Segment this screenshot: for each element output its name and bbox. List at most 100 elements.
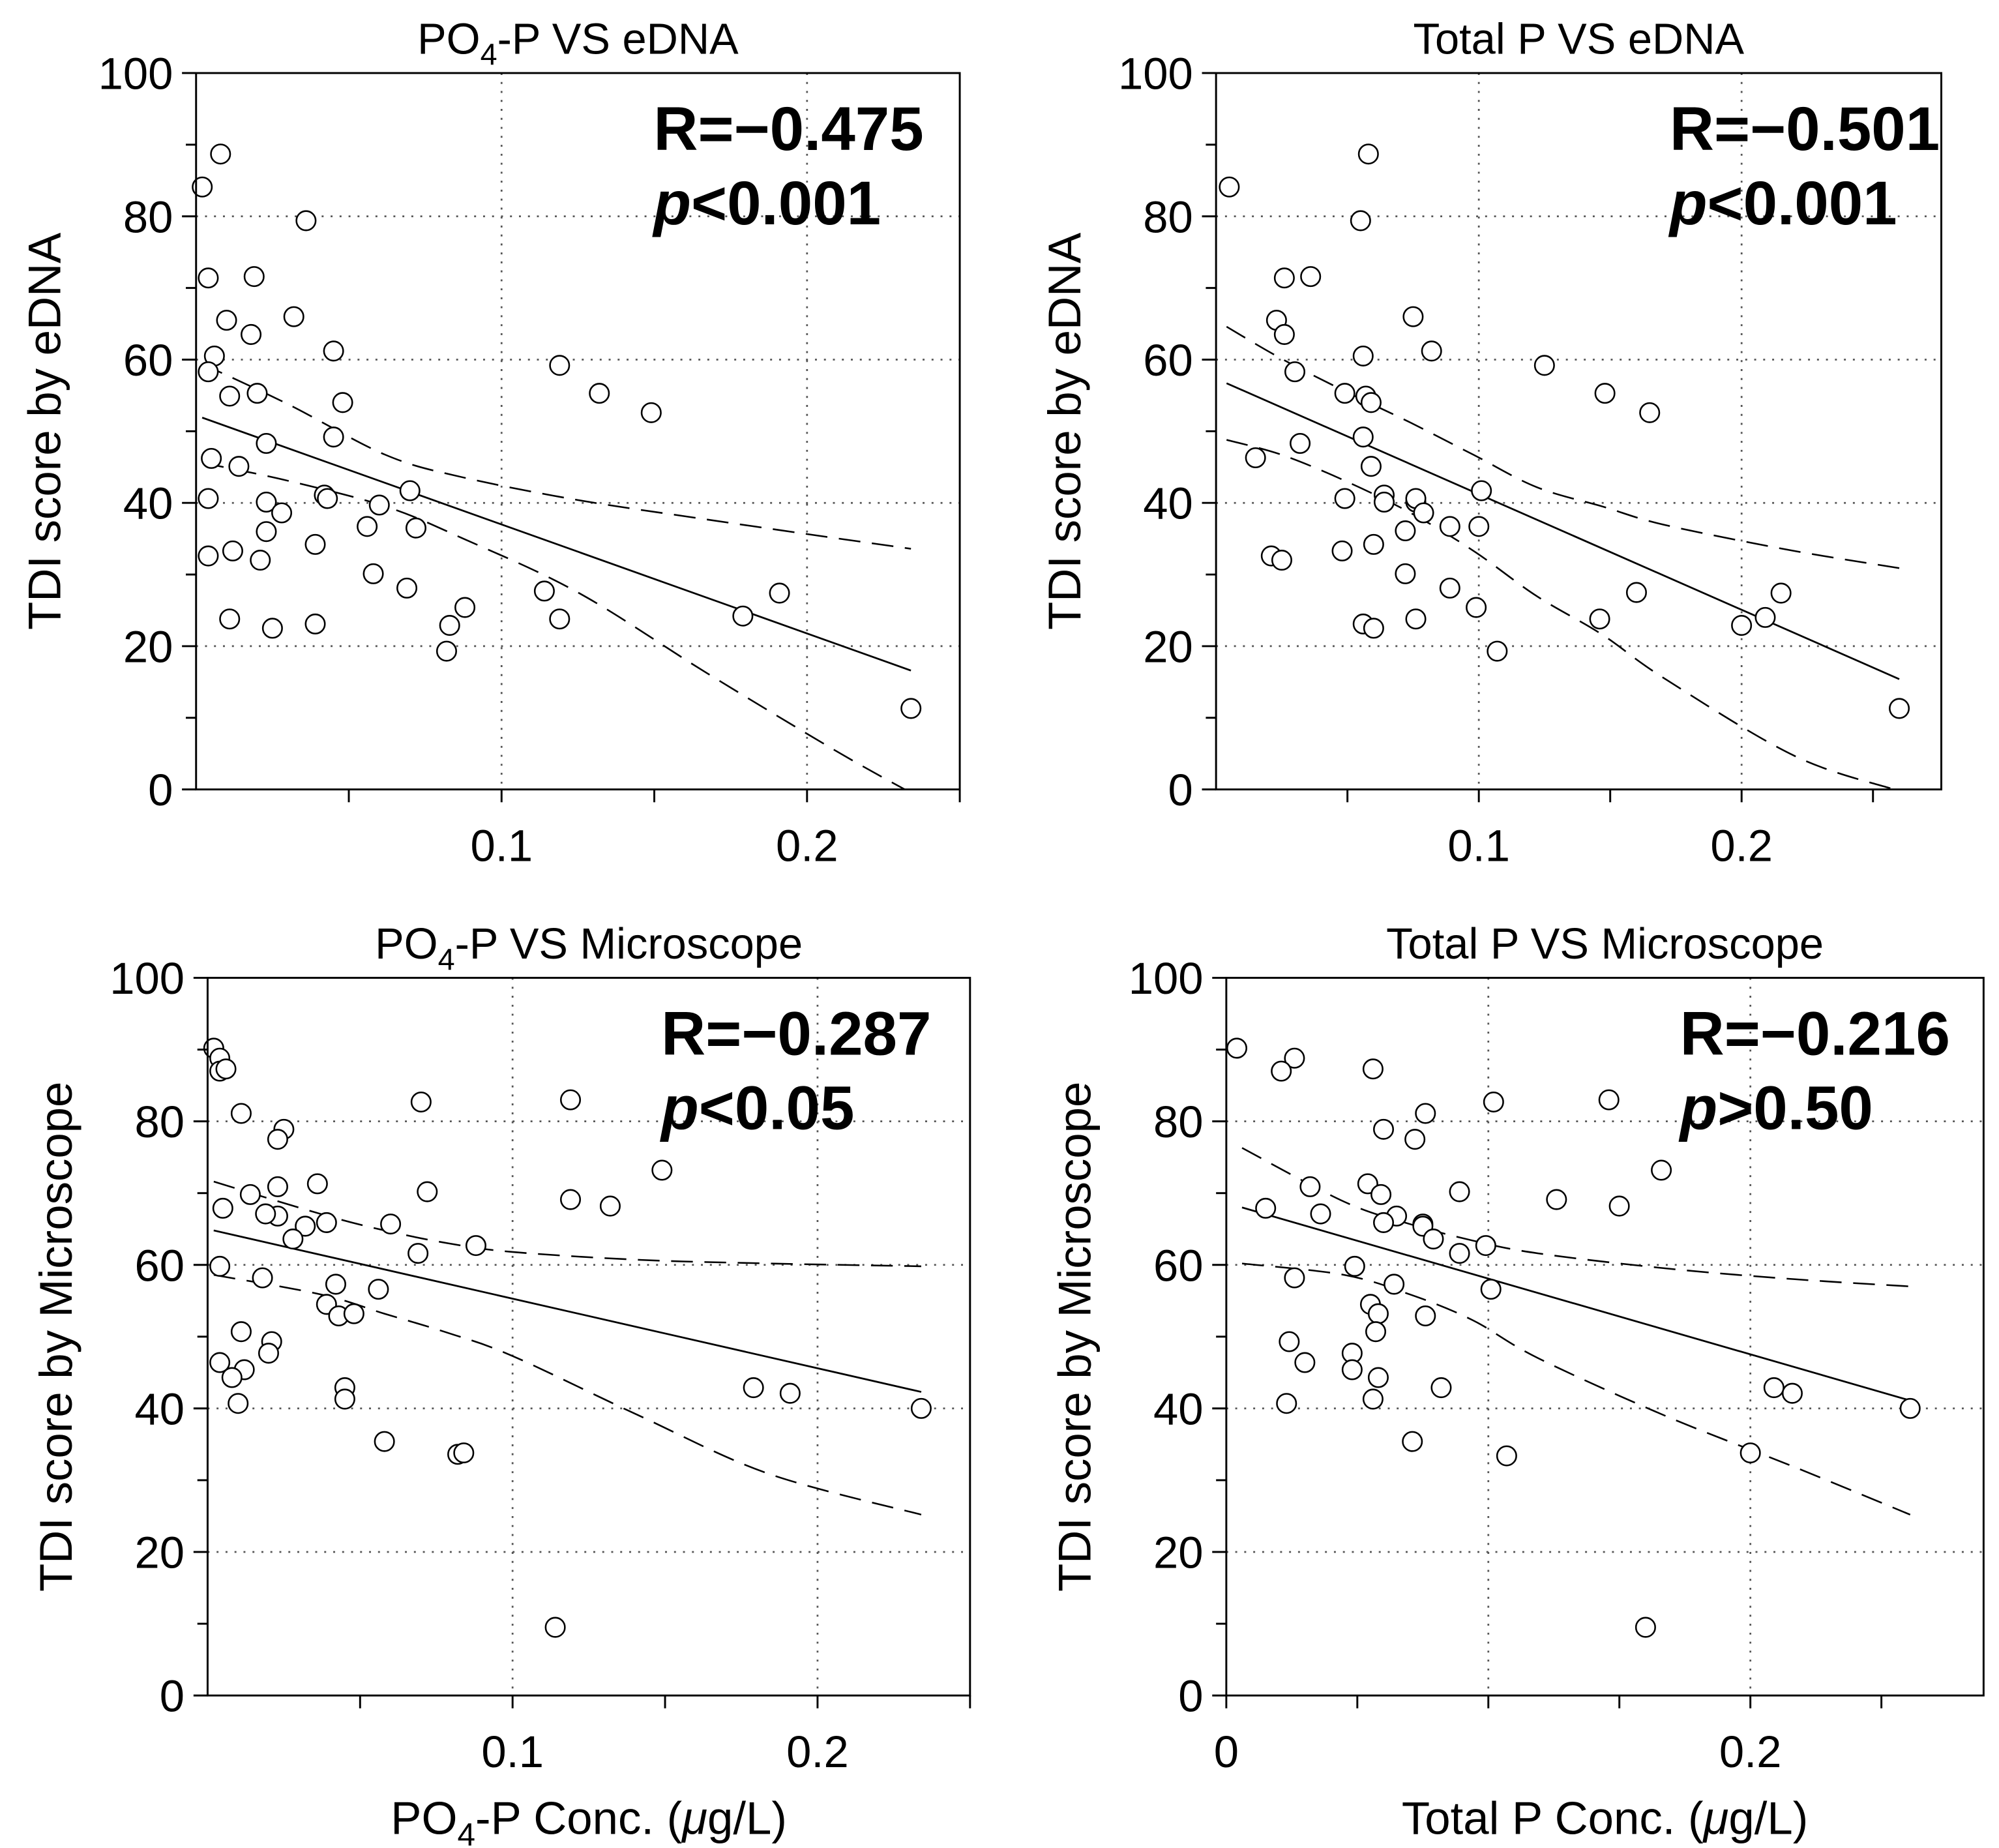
data-point (239, 1184, 261, 1205)
data-point (343, 1303, 364, 1324)
y-tick-label: 80 (1143, 192, 1193, 242)
p-value: p>0.50 (1678, 1073, 1873, 1142)
y-tick-label: 100 (98, 49, 173, 99)
data-point (209, 1352, 231, 1373)
data-point (1271, 1060, 1292, 1082)
data-point (1271, 550, 1292, 571)
data-point (1365, 1321, 1387, 1343)
p-value: p<0.001 (1668, 169, 1897, 237)
data-point (363, 563, 384, 584)
plot-frame (206, 977, 971, 1697)
y-axis-label: TDI score by Microscope (30, 1082, 81, 1592)
data-point (1755, 606, 1776, 628)
data-point (282, 1229, 304, 1250)
data-point (228, 456, 250, 477)
label-text: PO (391, 1792, 457, 1843)
y-tick-label: 60 (135, 1240, 185, 1290)
data-point (267, 1129, 288, 1150)
ci-upper-curve (1241, 1147, 1910, 1288)
y-axis-label: TDI score by eDNA (1039, 232, 1090, 630)
data-point (1899, 1397, 1921, 1419)
data-point (267, 1176, 288, 1197)
data-point (201, 447, 222, 469)
data-point (1439, 516, 1460, 537)
p-threshold: <0.001 (691, 169, 881, 237)
y-tick-label: 100 (110, 953, 185, 1004)
subscript-text: 4 (438, 942, 455, 976)
data-point (216, 310, 237, 331)
data-point (405, 517, 427, 539)
data-point (1625, 582, 1647, 603)
data-point (1395, 520, 1416, 542)
data-point (334, 1388, 355, 1410)
data-point (1370, 1184, 1392, 1205)
data-point (1608, 1195, 1630, 1217)
data-point (454, 597, 476, 618)
data-point (258, 1343, 279, 1364)
ci-lower-curve (1241, 1262, 1911, 1515)
data-point (769, 582, 790, 604)
correlation-r-value: R=−0.216 (1680, 999, 1950, 1067)
label-text: -P VS eDNA (497, 16, 739, 64)
data-point (465, 1235, 486, 1257)
y-tick-label: 60 (1153, 1240, 1204, 1290)
data-point (1245, 447, 1266, 469)
data-point (1352, 345, 1374, 366)
data-point (399, 480, 421, 501)
data-point (559, 1189, 582, 1210)
p-symbol: p (651, 169, 691, 237)
data-point (1300, 266, 1322, 288)
data-point (1284, 361, 1306, 383)
y-tick-label: 20 (1153, 1528, 1204, 1578)
data-point (241, 323, 262, 345)
data-point (544, 1617, 566, 1638)
data-point (256, 432, 277, 455)
p-threshold: <0.001 (1707, 169, 1897, 237)
data-point (439, 615, 460, 636)
y-tick-label: 20 (1143, 621, 1193, 672)
y-tick-label: 40 (1143, 479, 1193, 529)
x-tick-label: 0.2 (786, 1727, 849, 1777)
data-point (215, 1058, 237, 1080)
p-symbol: p (659, 1073, 699, 1142)
y-tick-label: 20 (123, 621, 173, 672)
data-point (1423, 1229, 1444, 1250)
data-point (198, 361, 219, 383)
data-point (779, 1382, 801, 1404)
data-point (732, 605, 754, 627)
data-point (374, 1431, 395, 1452)
data-point (230, 1103, 252, 1124)
data-point (246, 383, 268, 404)
chart-panel-1: 0 20 40 60 80 100 0.1 0.2 PO4-P VS eDNA TDI score… (18, 16, 961, 871)
data-point (243, 266, 265, 288)
data-point (1363, 533, 1384, 555)
data-point (1475, 1235, 1496, 1257)
data-point (1496, 1445, 1517, 1467)
p-value: p<0.05 (659, 1073, 854, 1142)
data-point (1598, 1089, 1620, 1110)
data-point (221, 1367, 243, 1388)
data-point (306, 1173, 328, 1195)
data-point (1589, 608, 1610, 630)
data-point (380, 1214, 402, 1235)
data-point (1533, 355, 1555, 376)
data-point (256, 491, 277, 513)
data-point (1740, 1442, 1761, 1464)
y-tick-label: 0 (160, 1671, 185, 1721)
y-axis-label: TDI score by Microscope (1049, 1082, 1101, 1592)
data-point (317, 488, 338, 509)
data-point (1299, 1176, 1321, 1197)
subscript-text: 4 (481, 37, 497, 71)
fit-lines (1226, 325, 1900, 790)
data-point (1350, 210, 1371, 231)
data-point (743, 1377, 764, 1399)
data-point (1639, 402, 1661, 423)
data-point (1415, 1305, 1436, 1327)
data-point (1404, 1129, 1426, 1150)
data-point (410, 1091, 432, 1113)
data-points (1219, 143, 1910, 719)
data-point (1372, 1118, 1395, 1140)
data-point (230, 1321, 252, 1343)
y-tick-label: 40 (135, 1384, 185, 1434)
p-symbol: p (1668, 169, 1708, 237)
